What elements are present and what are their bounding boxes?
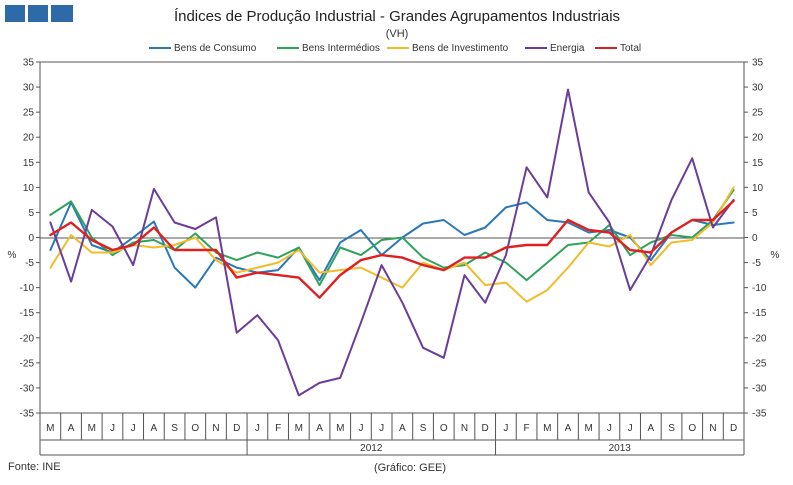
x-month-label: M — [88, 423, 96, 434]
x-month-label: S — [420, 423, 427, 434]
y-tick-label-right: -10 — [752, 283, 767, 294]
x-month-label: M — [543, 423, 551, 434]
x-month-label: J — [607, 423, 612, 434]
legend-label-1: Bens Intermédios — [302, 43, 380, 54]
chart-title: Índices de Produção Industrial - Grandes… — [174, 8, 620, 25]
y-axis-label-right: % — [771, 250, 780, 261]
x-month-label: F — [524, 423, 530, 434]
y-tick-label-left: -5 — [25, 258, 34, 269]
x-year-label: 2012 — [360, 443, 383, 454]
y-tick-label-right: 35 — [752, 58, 764, 69]
y-tick-label-right: -30 — [752, 383, 767, 394]
y-tick-label-right: -15 — [752, 308, 767, 319]
x-month-label: J — [358, 423, 363, 434]
y-tick-label-right: 5 — [752, 208, 758, 219]
x-month-label: A — [647, 423, 654, 434]
x-year-label: 2013 — [609, 443, 632, 454]
x-month-label: A — [68, 423, 75, 434]
y-tick-label-right: 25 — [752, 108, 764, 119]
y-tick-label-left: -35 — [20, 409, 35, 420]
y-tick-label-left: -30 — [20, 383, 35, 394]
x-month-label: N — [212, 423, 219, 434]
legend-label-2: Bens de Investimento — [412, 43, 509, 54]
y-tick-label-left: 30 — [23, 83, 35, 94]
y-tick-label-right: 15 — [752, 158, 764, 169]
y-tick-label-right: 0 — [752, 233, 758, 244]
series-line-3 — [49, 88, 735, 397]
x-month-label: J — [255, 423, 260, 434]
y-tick-label-left: -20 — [20, 333, 35, 344]
x-month-label: J — [379, 423, 384, 434]
series-lines — [49, 88, 735, 397]
logo-blocks — [5, 5, 73, 22]
x-month-label: O — [688, 423, 696, 434]
footer-credit: (Gráfico: GEE) — [374, 462, 446, 474]
series-line-4 — [49, 199, 735, 299]
y-tick-label-left: 15 — [23, 158, 35, 169]
legend-label-0: Bens de Consumo — [174, 43, 257, 54]
y-tick-label-left: 10 — [23, 183, 35, 194]
x-month-label: D — [482, 423, 489, 434]
y-tick-label-left: 5 — [28, 208, 34, 219]
x-axis: M A M J J A S O N D J F M A M J J A S O N D J F M A M J J A S O N D 2012 20… — [39, 413, 745, 456]
chart-subtitle: (VH) — [386, 28, 409, 40]
y-tick-label-left: 35 — [23, 58, 35, 69]
y-tick-label-right: -20 — [752, 333, 767, 344]
x-month-label: J — [503, 423, 508, 434]
x-month-label: A — [565, 423, 572, 434]
x-month-label: J — [110, 423, 115, 434]
y-tick-label-right: 20 — [752, 133, 764, 144]
x-month-label: M — [585, 423, 593, 434]
x-month-label: D — [233, 423, 240, 434]
x-month-label: O — [191, 423, 199, 434]
x-month-label: N — [461, 423, 468, 434]
x-month-label: O — [440, 423, 448, 434]
x-month-label: J — [628, 423, 633, 434]
x-month-label: D — [730, 423, 737, 434]
y-tick-label-left: -25 — [20, 358, 35, 369]
y-tick-label-left: -10 — [20, 283, 35, 294]
legend: Bens de Consumo Bens Intermédios Bens de I… — [149, 43, 641, 54]
y-tick-label-right: -35 — [752, 409, 767, 420]
y-tick-label-right: -5 — [752, 258, 761, 269]
legend-label-3: Energia — [550, 43, 585, 54]
y-tick-label-right: -25 — [752, 358, 767, 369]
footer-source: Fonte: INE — [8, 461, 61, 473]
x-month-label: F — [275, 423, 281, 434]
logo-block-3 — [51, 5, 73, 22]
x-month-label: S — [668, 423, 675, 434]
y-tick-label-left: 25 — [23, 108, 35, 119]
logo-block-1 — [5, 5, 25, 22]
y-axis-ticks: -35 -35 -30 -30 -25 -25 -20 -20 -15 -15 -10 -10 -5 -5… — [20, 58, 767, 420]
y-tick-label-right: 30 — [752, 83, 764, 94]
x-month-label: M — [46, 423, 54, 434]
x-month-label: A — [151, 423, 158, 434]
y-tick-label-left: 0 — [28, 233, 34, 244]
x-month-label: A — [399, 423, 406, 434]
y-tick-label-right: 10 — [752, 183, 764, 194]
y-axis-label-left: % — [8, 250, 17, 261]
x-month-label: S — [171, 423, 178, 434]
x-month-label: M — [295, 423, 303, 434]
logo-block-2 — [28, 5, 48, 22]
series-line-0 — [49, 201, 735, 289]
legend-label-4: Total — [620, 43, 641, 54]
x-month-label: A — [316, 423, 323, 434]
x-month-label: M — [336, 423, 344, 434]
y-tick-label-left: -15 — [20, 308, 35, 319]
y-tick-label-left: 20 — [23, 133, 35, 144]
x-month-label: J — [131, 423, 136, 434]
x-month-label: N — [709, 423, 716, 434]
